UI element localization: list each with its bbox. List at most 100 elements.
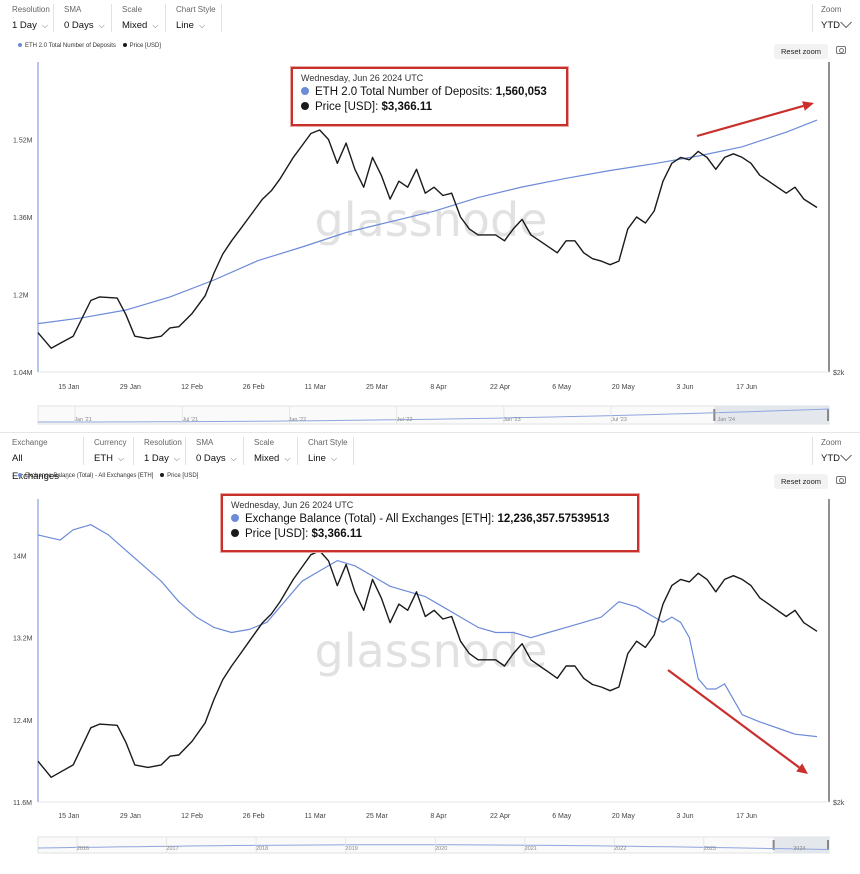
chevron-down-icon: ⌵ <box>98 21 105 30</box>
x-tick-label: 15 Jan <box>58 813 79 820</box>
chevron-down-icon: ⌵ <box>284 454 291 463</box>
x-tick-label: 22 Apr <box>490 384 511 391</box>
chevron-down-icon: ⌵ <box>330 454 338 463</box>
tooltip-label: Exchange Balance (Total) - All Exchanges… <box>245 513 498 525</box>
deposits-chart-panel: Resolution 1 Day ⌵ SMA 0 Days ⌵ Scale Mixe… <box>0 0 860 430</box>
zoom-label: Zoom <box>821 438 842 447</box>
tooltip-row-price: Price [USD]: $3,366.11 <box>231 527 629 542</box>
control-label: Resolution <box>144 438 182 447</box>
x-tick-label: 20 May <box>612 813 635 820</box>
reset-zoom-button[interactable]: Reset zoom <box>774 44 829 59</box>
control-label: Resolution <box>12 5 50 14</box>
reset-zoom-button[interactable]: Reset zoom <box>774 474 829 489</box>
x-tick-label: 8 Apr <box>430 384 447 391</box>
navigator-label: 2019 <box>346 846 358 852</box>
camera-icon[interactable] <box>836 476 846 484</box>
x-tick-label: 11 Mar <box>305 384 327 391</box>
scale-select[interactable]: Scale Mixed ⌵ <box>116 4 166 32</box>
x-tick-label: 12 Feb <box>181 384 203 391</box>
control-label: Scale <box>122 5 143 14</box>
resolution-select[interactable]: Resolution 1 Day ⌵ <box>138 437 186 465</box>
chart-legend: Exchange Balance (Total) - All Exchanges… <box>18 473 198 479</box>
control-value: Mixed <box>254 453 280 464</box>
x-tick-label: 17 Jun <box>736 813 757 820</box>
x-tick-label: 26 Feb <box>243 813 265 820</box>
scale-select[interactable]: Scale Mixed ⌵ <box>248 437 298 465</box>
x-tick-label: 17 Jun <box>736 384 757 391</box>
legend-item-exchange-balance[interactable]: Exchange Balance (Total) - All Exchanges… <box>18 473 153 479</box>
legend-dot <box>122 43 127 48</box>
tooltip-row-price: Price [USD]: $3,366.11 <box>301 100 558 115</box>
trend-arrow-head <box>802 101 814 111</box>
right-axis-tick-label: $2k <box>833 370 845 377</box>
control-value: Line <box>176 20 194 31</box>
x-tick-label: 8 Apr <box>430 813 447 820</box>
control-label: SMA <box>196 438 214 447</box>
legend-dot <box>160 473 165 478</box>
navigator-label: 2023 <box>704 846 716 852</box>
navigator-label: 2016 <box>77 846 89 852</box>
x-tick-label: 3 Jun <box>676 384 693 391</box>
y-tick-label: 1.2M <box>13 293 29 300</box>
legend-dot <box>18 43 22 48</box>
chart-toolbar: Exchange All Exchanges ⌵ Currency ETH ⌵ Re… <box>0 433 860 482</box>
exchange-select[interactable]: Exchange All Exchanges ⌵ <box>6 437 84 482</box>
x-tick-label: 12 Feb <box>181 813 203 820</box>
watermark: glassnode <box>315 193 548 247</box>
x-tick-label: 29 Jan <box>120 813 141 820</box>
chart-tooltip: Wednesday, Jun 26 2024 UTC ETH 2.0 Total… <box>291 67 568 126</box>
camera-icon[interactable] <box>836 46 846 54</box>
navigator-label: 2018 <box>256 846 268 852</box>
sma-select[interactable]: SMA 0 Days ⌵ <box>190 437 244 465</box>
series-line-price <box>37 550 818 778</box>
trend-arrow-shaft <box>667 669 800 769</box>
zoom-select[interactable]: Zoom YTD⌵ <box>812 437 856 465</box>
x-tick-label: 26 Feb <box>243 384 265 391</box>
chevron-down-icon: ⌵ <box>230 454 237 463</box>
legend-label: Price [USD] <box>129 43 161 49</box>
tooltip-dot <box>231 528 239 537</box>
control-label: SMA <box>64 5 82 14</box>
control-label: Chart Style <box>176 5 216 14</box>
deposits-chart-svg: glassnode 1.04M 1.2M 1.36M 1.52M $2k 15 Jan 29… <box>13 62 845 425</box>
chevron-down-icon: ⌵ <box>41 21 48 30</box>
tooltip-date: Wednesday, Jun 26 2024 UTC <box>301 73 424 83</box>
control-value: Line <box>308 453 326 464</box>
control-value: 0 Days <box>64 20 94 31</box>
tooltip-row-deposits: ETH 2.0 Total Number of Deposits: 1,560,… <box>301 85 558 100</box>
navigator-label: Jul '23 <box>611 417 627 423</box>
control-value: All Exchanges <box>12 453 60 482</box>
tooltip-value: $3,366.11 <box>311 528 362 540</box>
navigator-label: Jan '23 <box>503 417 521 423</box>
resolution-select[interactable]: Resolution 1 Day ⌵ <box>6 4 54 32</box>
chart-style-select[interactable]: Chart Style Line ⌵ <box>302 437 354 465</box>
series-line-primary <box>37 524 818 738</box>
x-tick-label: 22 Apr <box>490 813 511 820</box>
legend-label: ETH 2.0 Total Number of Deposits <box>25 43 116 49</box>
control-value: 1 Day <box>12 20 37 31</box>
zoom-select[interactable]: Zoom YTD⌵ <box>812 4 856 32</box>
series-line-price <box>37 129 818 349</box>
x-tick-label: 20 May <box>612 384 635 391</box>
series-line-primary <box>37 119 818 325</box>
legend-item-price[interactable]: Price [USD] <box>160 473 198 479</box>
chart-toolbar: Resolution 1 Day ⌵ SMA 0 Days ⌵ Scale Mixe… <box>0 0 860 34</box>
y-tick-label: 11.6M <box>13 800 32 807</box>
tooltip-value: $3,366.11 <box>381 101 432 113</box>
currency-select[interactable]: Currency ETH ⌵ <box>88 437 134 465</box>
y-tick-label: 1.52M <box>13 138 33 145</box>
zoom-value: YTD <box>821 20 840 31</box>
legend-item-deposits[interactable]: ETH 2.0 Total Number of Deposits <box>18 43 116 49</box>
control-label: Currency <box>94 438 127 447</box>
control-value: 0 Days <box>196 453 226 464</box>
tooltip-label: Price [USD]: <box>315 101 382 113</box>
sma-select[interactable]: SMA 0 Days ⌵ <box>58 4 112 32</box>
navigator-label: Jan '22 <box>289 417 307 423</box>
tooltip-row-exchange-balance: Exchange Balance (Total) - All Exchanges… <box>231 512 629 527</box>
trend-arrow-shaft <box>696 104 804 138</box>
chart-style-select[interactable]: Chart Style Line ⌵ <box>170 4 222 32</box>
navigator-label: Jul '21 <box>182 417 198 423</box>
legend-item-price[interactable]: Price [USD] <box>122 43 161 49</box>
tooltip-dot <box>301 86 309 95</box>
